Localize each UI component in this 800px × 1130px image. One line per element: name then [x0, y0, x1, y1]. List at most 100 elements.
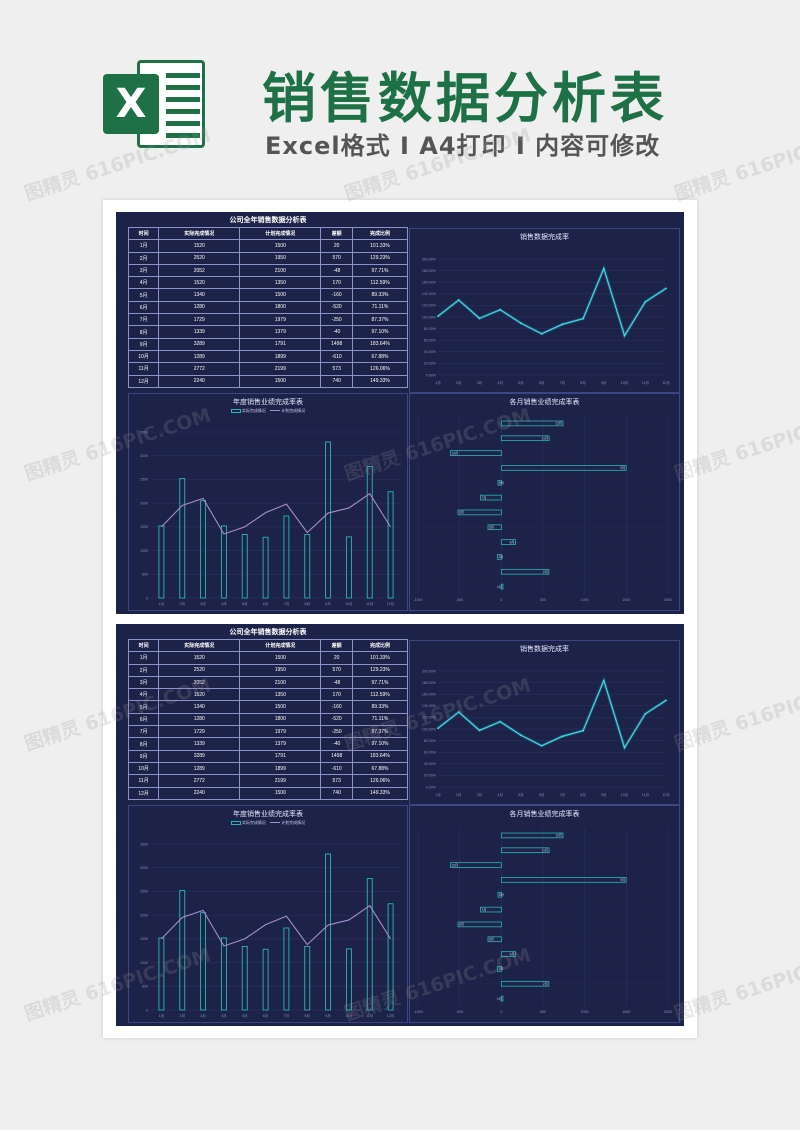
- legend-label: 实际完成情况: [241, 820, 266, 825]
- x-tick-label: 4月: [497, 380, 503, 385]
- bar-label: 1月: [497, 585, 502, 589]
- y-tick-label: 2000: [140, 501, 148, 505]
- table-cell: 2100: [239, 263, 322, 278]
- x-tick-label: 11月: [642, 380, 649, 385]
- y-tick-label: 20.00%: [424, 774, 437, 778]
- table-cell: 1350: [239, 276, 322, 290]
- table-row: 11月 2772 2199 573 126.06%: [127, 362, 408, 376]
- bar-actual: [241, 945, 248, 1011]
- column-header: 完成比例: [352, 226, 408, 241]
- table-cell: 1月: [127, 239, 160, 253]
- x-tick-label: 12月: [387, 601, 395, 606]
- table-cell: 126.06%: [352, 774, 408, 788]
- table-cell: 1520: [158, 688, 241, 702]
- table-cell: 2240: [158, 374, 241, 388]
- table-cell: 11月: [127, 362, 160, 376]
- line-point: [437, 315, 439, 318]
- line-point: [478, 729, 481, 732]
- table-cell: 2520: [158, 251, 241, 265]
- table-cell: 7月: [127, 313, 160, 327]
- x-tick-label: 11月: [366, 601, 373, 606]
- bar-label: 9月: [620, 878, 625, 882]
- y-tick-label: 1500: [140, 937, 148, 941]
- x-tick-label: 4月: [221, 1013, 227, 1018]
- line-point: [499, 308, 502, 311]
- table-cell: 2199: [239, 774, 322, 788]
- x-tick-label: 4月: [221, 601, 227, 606]
- table-cell: 1791: [239, 749, 322, 763]
- x-tick-label: 10月: [345, 601, 353, 606]
- hbar: [450, 862, 502, 868]
- table-row: 10月 1289 1899 -610 67.88%: [127, 761, 408, 776]
- y-tick-label: 160.00%: [422, 693, 437, 697]
- bar-chart-svg: 0 500 1000 1500 2000 2500 3000 3500 1月 2月 3月 4月 5月 6月…: [140, 842, 401, 1018]
- y-tick-label: 1000: [140, 549, 148, 553]
- legend-label: 计划完成情况: [281, 820, 306, 825]
- table-cell: 1280: [158, 300, 241, 315]
- table-cell: 7月: [127, 725, 160, 739]
- table-cell: 1339: [158, 737, 241, 751]
- table-cell: 1500: [239, 288, 322, 302]
- table-row: 8月 1339 1379 -40 97.10%: [127, 737, 408, 751]
- bar-actual: [158, 937, 165, 1011]
- bar-label: 7月: [482, 908, 487, 912]
- table-cell: -40: [320, 325, 354, 339]
- column-header: 时间: [127, 226, 160, 241]
- monthly-hbar-chart: 各月销售业绩完成率表 -1000 -500 0 500 1000 1500 2000 1月 2月…: [409, 393, 680, 611]
- bar-actual: [262, 948, 269, 1011]
- hbar: [500, 951, 516, 957]
- table-header-row: 时间 实际完成情况 计划完成情况 差额 完成比例: [127, 638, 408, 653]
- bar-actual: [366, 466, 373, 599]
- table-cell: 67.88%: [352, 349, 408, 364]
- line-point: [478, 317, 481, 320]
- excel-badge: X: [103, 74, 159, 134]
- table-cell: 2月: [127, 663, 160, 677]
- table-cell: -48: [320, 675, 354, 690]
- hbar: [496, 554, 502, 560]
- bar-actual: [304, 534, 311, 599]
- line-series-glow: [437, 676, 667, 752]
- hbar: [487, 524, 502, 531]
- table-cell: 20: [320, 651, 354, 665]
- x-tick-label: 3月: [200, 1013, 206, 1018]
- table-cell: 2772: [158, 774, 241, 788]
- x-tick-label: 6月: [539, 380, 545, 385]
- table-cell: 1729: [158, 313, 241, 327]
- table-cell: 1500: [239, 700, 322, 714]
- y-tick-label: 60.00%: [424, 339, 437, 343]
- y-tick-label: 120.00%: [422, 304, 437, 308]
- x-tick-label: 6月: [539, 792, 545, 797]
- table-cell: 1520: [158, 276, 241, 290]
- sheet-2: 公司全年销售数据分析表 时间 实际完成情况 计划完成情况 差额 完成比例 1月 1520 15…: [116, 624, 684, 1026]
- hbar: [480, 906, 502, 913]
- table-row: 5月 1340 1500 -160 89.33%: [127, 700, 408, 714]
- line-point: [561, 735, 564, 738]
- bar-actual: [200, 912, 207, 1011]
- bar-label: 6月: [459, 923, 464, 927]
- y-tick-label: 180.00%: [422, 681, 437, 685]
- legend-bar-swatch: [230, 820, 241, 825]
- y-tick-label: 0.00%: [426, 785, 437, 789]
- bar-label: 8月: [499, 481, 504, 485]
- line-point: [540, 332, 543, 335]
- y-tick-label: 60.00%: [424, 751, 437, 755]
- x-tick-label: 6月: [263, 1013, 269, 1018]
- completion-rate-chart: 销售数据完成率 0.00% 20.00% 40.00% 60.00% 80.00% 100…: [409, 228, 680, 393]
- column-header: 时间: [127, 638, 160, 653]
- line-point: [602, 267, 605, 270]
- table-cell: 1950: [239, 663, 322, 677]
- table-cell: 2100: [239, 675, 322, 690]
- table-cell: 1500: [239, 786, 322, 800]
- table-cell: -48: [320, 263, 354, 278]
- table-row: 7月 1729 1979 -250 87.37%: [127, 725, 408, 739]
- x-tick-label: 1000: [581, 598, 589, 602]
- table-cell: 1289: [158, 761, 241, 776]
- line-planned: [161, 492, 392, 535]
- table-cell: 8月: [127, 325, 160, 339]
- hbar: [500, 877, 627, 883]
- table-cell: 129.23%: [352, 663, 408, 677]
- table-cell: 67.88%: [352, 761, 408, 776]
- chart-title: 年度销售业绩完成率表: [233, 810, 303, 818]
- table-cell: 1350: [239, 688, 322, 702]
- x-tick-label: 5月: [242, 1013, 248, 1018]
